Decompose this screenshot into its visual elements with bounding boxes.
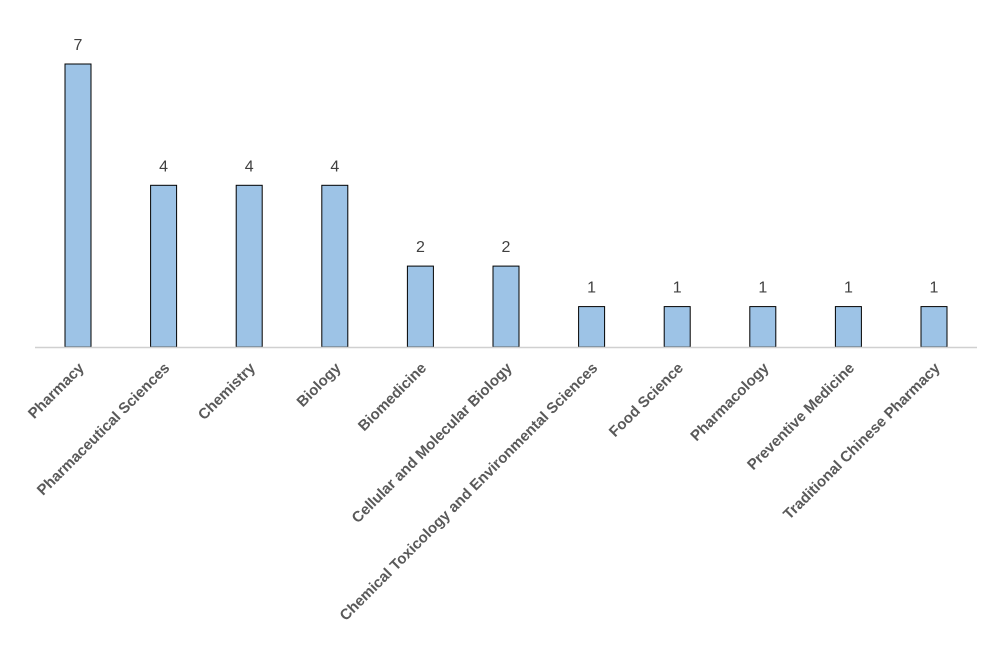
bar-10 [920, 306, 948, 348]
data-label-8: 1 [758, 280, 767, 297]
bar-6 [578, 306, 606, 348]
data-label-9: 1 [844, 280, 853, 297]
bar-5 [492, 265, 520, 348]
bar-9 [834, 306, 862, 348]
bars-group [64, 63, 948, 348]
bar-2 [235, 184, 263, 348]
data-label-10: 1 [930, 280, 939, 297]
data-label-0: 7 [74, 37, 83, 54]
x-tick-label-7: Food Science [606, 360, 687, 441]
data-label-6: 1 [587, 280, 596, 297]
data-label-1: 4 [159, 158, 168, 175]
data-label-4: 2 [416, 239, 425, 256]
data-label-5: 2 [502, 239, 511, 256]
bar-1 [150, 184, 178, 348]
x-tick-label-2: Chemistry [195, 359, 259, 423]
bar-7 [663, 306, 691, 348]
data-label-7: 1 [673, 280, 682, 297]
data-label-3: 4 [330, 158, 339, 175]
data-labels-group: 7 4 4 4 2 2 1 1 1 1 1 [74, 37, 939, 297]
x-tick-label-3: Biology [294, 359, 345, 410]
data-label-2: 4 [245, 158, 254, 175]
x-tick-label-0: Pharmacy [25, 359, 88, 422]
x-tick-label-8: Pharmacology [687, 359, 773, 445]
bar-3 [321, 184, 349, 348]
bar-8 [749, 306, 777, 348]
bar-0 [64, 63, 92, 348]
x-tick-label-10: Traditional Chinese Pharmacy [780, 359, 944, 523]
x-tick-label-4: Biomedicine [355, 360, 430, 435]
x-tick-label-5: Cellular and Molecular Biology [349, 359, 516, 526]
bar-4 [406, 265, 434, 348]
